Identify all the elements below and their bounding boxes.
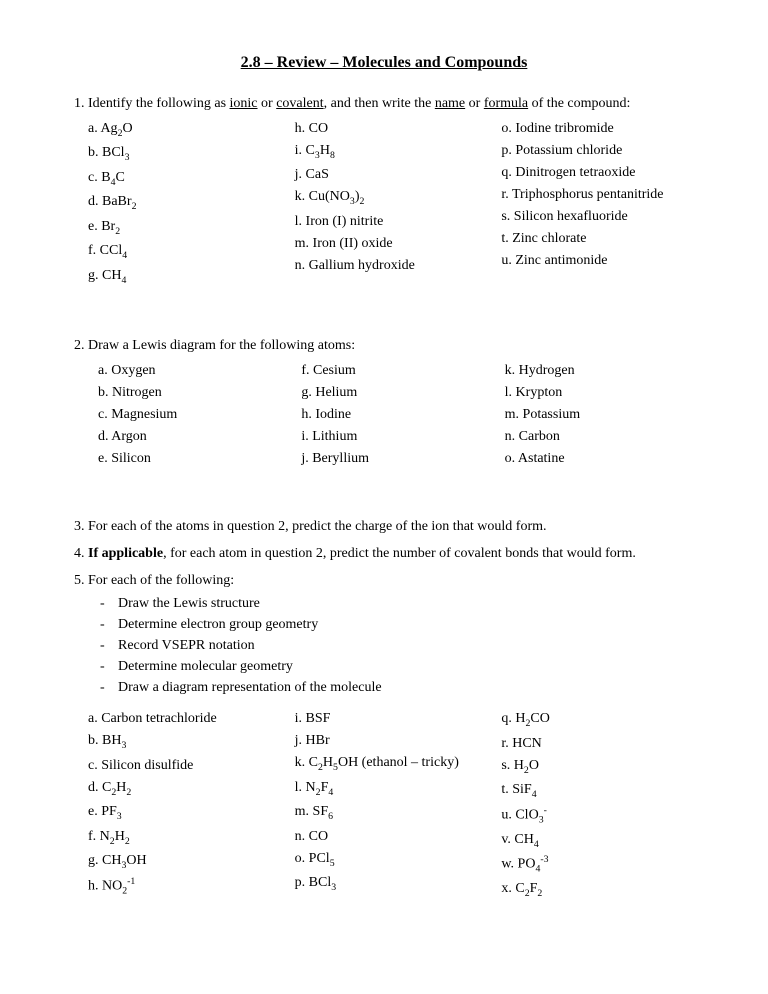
list-item: o. Iodine tribromide (501, 118, 708, 139)
list-item: j. Beryllium (301, 448, 504, 469)
q2-columns: a. Oxygenb. Nitrogenc. Magnesiumd. Argon… (88, 360, 708, 470)
q1-columns: a. Ag2Ob. BCl3c. B4Cd. BaBr2e. Br2f. CCl… (88, 118, 708, 289)
list-item: h. CO (295, 118, 502, 139)
list-item: m. Iron (II) oxide (295, 233, 502, 254)
list-item: h. Iodine (301, 404, 504, 425)
question-4: If applicable, for each atom in question… (88, 543, 708, 564)
list-item: n. CO (295, 826, 502, 847)
list-item: r. Triphosphorus pentanitride (501, 184, 708, 205)
list-item: p. Potassium chloride (501, 140, 708, 161)
list-item: a. Carbon tetrachloride (88, 708, 295, 729)
list-item: e. Silicon (98, 448, 301, 469)
list-item: c. Magnesium (98, 404, 301, 425)
text: name (435, 96, 465, 111)
list-item: c. B4C (88, 167, 295, 190)
q5-columns: a. Carbon tetrachlorideb. BH3c. Silicon … (88, 708, 708, 903)
list-item: Record VSEPR notation (100, 635, 708, 656)
list-item: f. Cesium (301, 360, 504, 381)
list-item: i. C3H8 (295, 140, 502, 163)
text: or (258, 96, 277, 111)
list-item: f. CCl4 (88, 240, 295, 263)
list-item: n. Gallium hydroxide (295, 255, 502, 276)
text: covalent (276, 96, 323, 111)
list-item: c. Silicon disulfide (88, 755, 295, 776)
q1-prompt: Identify the following as ionic or coval… (88, 96, 630, 111)
list-item: l. Iron (I) nitrite (295, 211, 502, 232)
list-item: s. H2O (501, 755, 708, 778)
q2-col3: k. Hydrogenl. Kryptonm. Potassiumn. Carb… (505, 360, 708, 470)
page-title: 2.8 – Review – Molecules and Compounds (60, 51, 708, 75)
list-item: e. PF3 (88, 801, 295, 824)
list-item: p. BCl3 (295, 872, 502, 895)
list-item: w. PO4-3 (501, 853, 708, 877)
q4-rest: , for each atom in question 2, predict t… (163, 546, 636, 561)
list-item: Draw the Lewis structure (100, 593, 708, 614)
list-item: m. Potassium (505, 404, 708, 425)
text: formula (484, 96, 528, 111)
text: , and then write the (324, 96, 435, 111)
list-item: b. BH3 (88, 730, 295, 753)
list-item: r. HCN (501, 733, 708, 754)
list-item: a. Ag2O (88, 118, 295, 141)
list-item: k. Cu(NO3)2 (295, 186, 502, 209)
q5-col1: a. Carbon tetrachlorideb. BH3c. Silicon … (88, 708, 295, 903)
q5-col3: q. H2COr. HCNs. H2Ot. SiF4u. ClO3-v. CH4… (501, 708, 708, 903)
q2-col2: f. Cesiumg. Heliumh. Iodinei. Lithiumj. … (301, 360, 504, 470)
question-2: Draw a Lewis diagram for the following a… (88, 335, 708, 510)
q4-bold: If applicable (88, 546, 163, 561)
list-item: t. SiF4 (501, 779, 708, 802)
question-3: For each of the atoms in question 2, pre… (88, 516, 708, 537)
q5-col2: i. BSFj. HBrk. C2H5OH (ethanol – tricky)… (295, 708, 502, 903)
list-item: l. N2F4 (295, 777, 502, 800)
list-item: s. Silicon hexafluoride (501, 206, 708, 227)
list-item: d. BaBr2 (88, 191, 295, 214)
list-item: u. ClO3- (501, 804, 708, 828)
list-item: Draw a diagram representation of the mol… (100, 677, 708, 698)
question-list: Identify the following as ionic or coval… (60, 93, 708, 903)
q2-col1: a. Oxygenb. Nitrogenc. Magnesiumd. Argon… (98, 360, 301, 470)
list-item: x. C2F2 (501, 878, 708, 901)
list-item: k. C2H5OH (ethanol – tricky) (295, 752, 502, 775)
list-item: t. Zinc chlorate (501, 228, 708, 249)
list-item: q. H2CO (501, 708, 708, 731)
list-item: k. Hydrogen (505, 360, 708, 381)
list-item: b. BCl3 (88, 142, 295, 165)
list-item: o. PCl5 (295, 848, 502, 871)
list-item: j. CaS (295, 164, 502, 185)
list-item: g. CH3OH (88, 850, 295, 873)
list-item: i. BSF (295, 708, 502, 729)
question-1: Identify the following as ionic or coval… (88, 93, 708, 329)
list-item: l. Krypton (505, 382, 708, 403)
q5-prompt: For each of the following: (88, 573, 234, 588)
text: ionic (230, 96, 258, 111)
list-item: a. Oxygen (98, 360, 301, 381)
list-item: g. Helium (301, 382, 504, 403)
list-item: b. Nitrogen (98, 382, 301, 403)
list-item: j. HBr (295, 730, 502, 751)
list-item: n. Carbon (505, 426, 708, 447)
text: Identify the following as (88, 96, 230, 111)
text: of the compound: (528, 96, 630, 111)
q5-sublist: Draw the Lewis structureDetermine electr… (88, 593, 708, 698)
list-item: g. CH4 (88, 265, 295, 288)
list-item: Determine molecular geometry (100, 656, 708, 677)
q1-col3: o. Iodine tribromidep. Potassium chlorid… (501, 118, 708, 289)
list-item: q. Dinitrogen tetraoxide (501, 162, 708, 183)
list-item: d. Argon (98, 426, 301, 447)
list-item: i. Lithium (301, 426, 504, 447)
question-5: For each of the following: Draw the Lewi… (88, 570, 708, 903)
list-item: o. Astatine (505, 448, 708, 469)
q1-col2: h. COi. C3H8j. CaSk. Cu(NO3)2l. Iron (I)… (295, 118, 502, 289)
text: or (465, 96, 484, 111)
list-item: e. Br2 (88, 216, 295, 239)
list-item: f. N2H2 (88, 826, 295, 849)
list-item: d. C2H2 (88, 777, 295, 800)
list-item: Determine electron group geometry (100, 614, 708, 635)
list-item: m. SF6 (295, 801, 502, 824)
q2-prompt: Draw a Lewis diagram for the following a… (88, 338, 355, 353)
list-item: h. NO2-1 (88, 875, 295, 899)
list-item: u. Zinc antimonide (501, 250, 708, 271)
q1-col1: a. Ag2Ob. BCl3c. B4Cd. BaBr2e. Br2f. CCl… (88, 118, 295, 289)
list-item: v. CH4 (501, 829, 708, 852)
